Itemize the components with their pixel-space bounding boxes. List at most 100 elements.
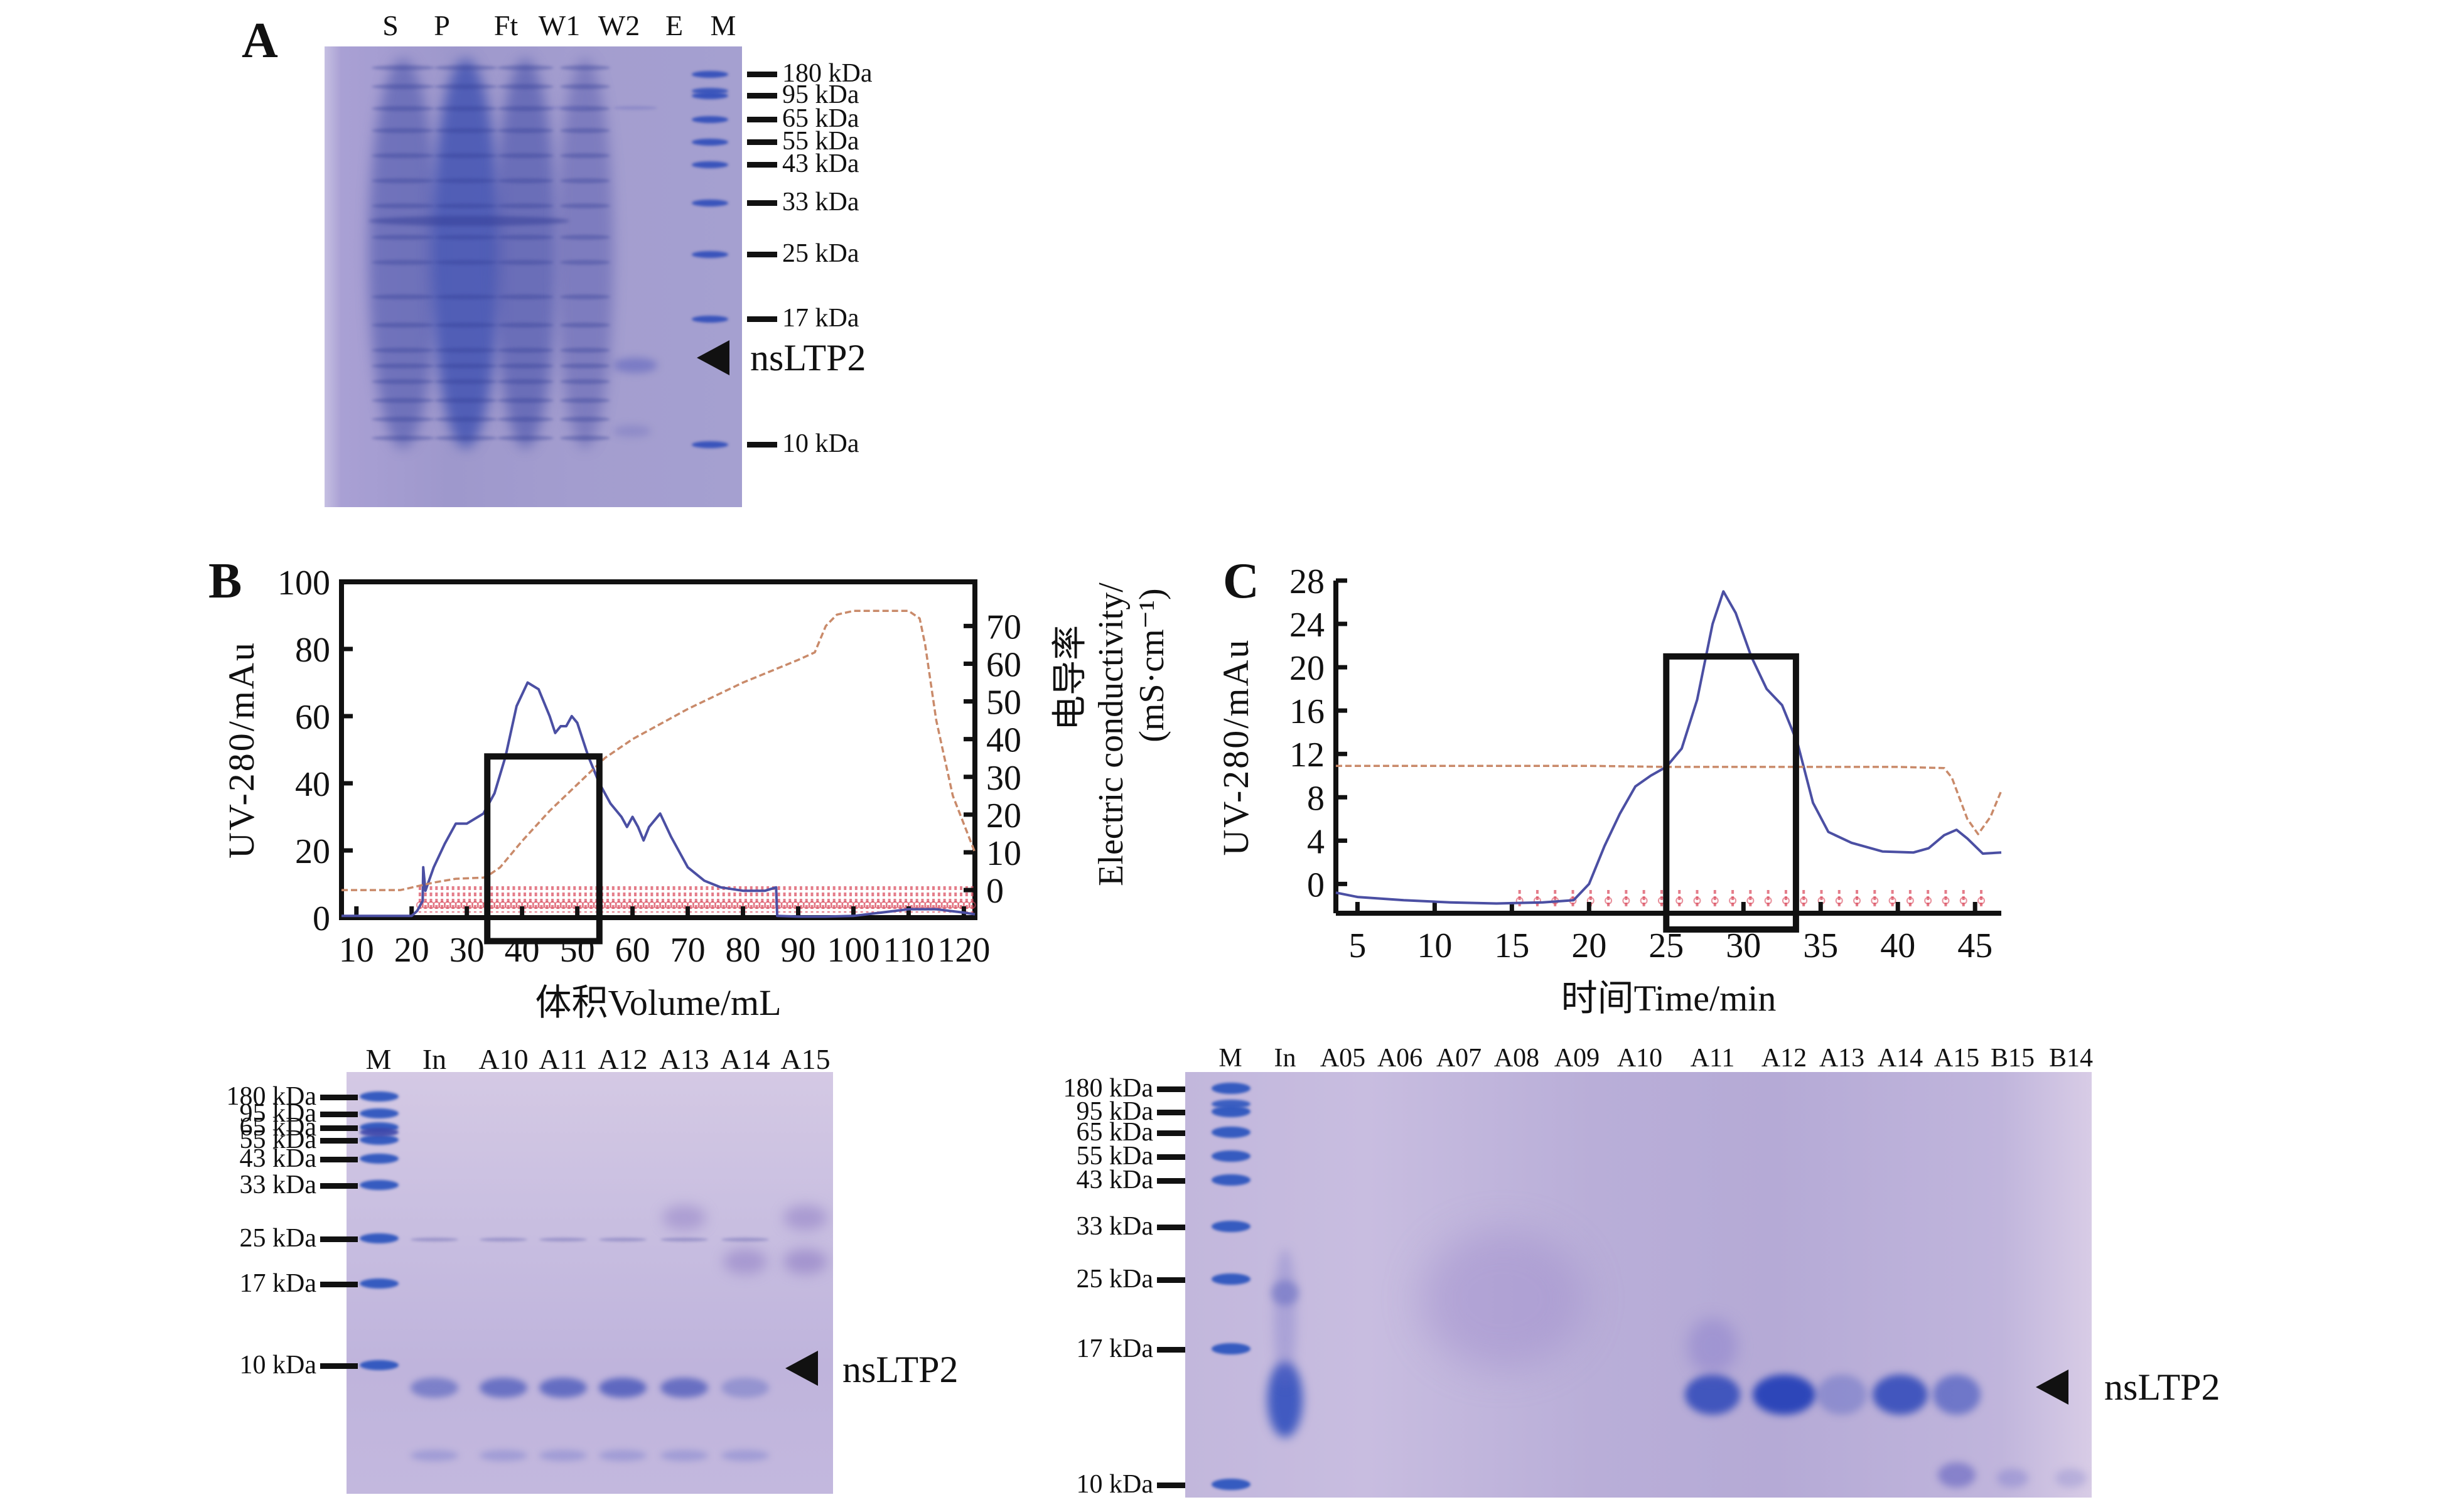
lane-label: A15 — [780, 1043, 831, 1075]
fraction-mark-dot — [653, 901, 662, 909]
y-axis-label: UV-280/mAu — [1215, 638, 1256, 856]
lane-label: A11 — [1690, 1044, 1735, 1073]
lane-label: A08 — [1493, 1044, 1540, 1073]
protein-band — [372, 417, 434, 422]
y2-tick-label: 10 — [986, 834, 1021, 873]
protein-band — [560, 348, 610, 353]
fraction-mark-dot — [792, 901, 800, 909]
fraction-mark-dot — [962, 901, 971, 909]
y2-tick-label: 30 — [986, 759, 1021, 798]
marker-tick — [1157, 1154, 1185, 1160]
fraction-mark-dot — [449, 901, 457, 909]
protein-band — [497, 363, 554, 368]
protein-band — [560, 84, 610, 89]
marker-label: 180 kDa — [782, 59, 873, 88]
nsltp2-band — [1873, 1375, 1928, 1415]
marker-tick — [747, 72, 777, 77]
x-axis-label: 体积Volume/mL — [535, 982, 781, 1023]
fraction-mark-dot — [896, 901, 905, 909]
protein-band — [434, 65, 497, 70]
nsltp2-band — [660, 1378, 708, 1398]
fraction-mark-dot — [869, 901, 877, 909]
protein-band — [1687, 1318, 1738, 1375]
marker-tick — [747, 117, 777, 122]
x-tick-label: 30 — [1726, 926, 1761, 965]
marker-label: 10 kDa — [1076, 1470, 1153, 1499]
fraction-mark-dot — [642, 901, 650, 909]
marker-band — [1212, 1150, 1250, 1162]
protein-band — [434, 294, 497, 299]
protein-band — [560, 65, 610, 70]
protein-band — [497, 348, 554, 353]
fraction-mark-dot — [1942, 897, 1950, 904]
protein-band — [560, 153, 610, 158]
protein-band — [497, 65, 554, 70]
plot-frame — [339, 579, 977, 920]
protein-band — [434, 260, 497, 265]
fraction-mark-dot — [1693, 897, 1701, 904]
x-tick-label: 25 — [1648, 926, 1684, 965]
fraction-mark-dot — [703, 901, 711, 909]
fraction-mark-dot — [808, 901, 816, 909]
protein-band — [560, 203, 610, 208]
fraction-mark-dot — [858, 901, 866, 909]
fraction-mark-dot — [498, 901, 507, 909]
fraction-mark-dot — [830, 901, 838, 909]
fraction-mark-dot — [659, 901, 667, 909]
fraction-mark-dot — [581, 901, 589, 909]
y-tick-label: 4 — [1307, 822, 1325, 861]
fraction-mark-dot — [1924, 897, 1932, 904]
protein-band — [560, 128, 610, 133]
y-tick-label: 24 — [1289, 606, 1325, 645]
marker-band — [1212, 1127, 1250, 1138]
nsltp2-band — [1685, 1375, 1740, 1415]
lane-label: A12 — [1761, 1044, 1807, 1073]
marker-tick — [1157, 1225, 1185, 1230]
lane-label: S — [382, 9, 399, 41]
protein-band — [434, 348, 497, 353]
marker-label: 25 kDa — [782, 239, 859, 268]
marker-band — [1212, 1100, 1250, 1108]
protein-band — [1271, 1280, 1299, 1306]
fraction-mark-dot — [1977, 897, 1986, 904]
protein-band — [434, 106, 497, 111]
protein-band — [434, 153, 497, 158]
fraction-mark-dot — [670, 901, 678, 909]
marker-band — [692, 139, 728, 146]
x-tick-label: 5 — [1348, 926, 1366, 965]
marker-band — [692, 200, 728, 206]
marker-band — [360, 1091, 399, 1102]
chart-frame — [339, 579, 977, 920]
lane-label: A14 — [1877, 1044, 1923, 1073]
marker-band — [360, 1108, 399, 1118]
protein-band — [434, 379, 497, 384]
fraction-mark-dot — [1835, 897, 1843, 904]
y2-tick-label: 40 — [986, 721, 1021, 760]
fraction-mark-dot — [709, 901, 717, 909]
marker-tick — [1157, 1110, 1185, 1115]
nsltp2-band — [539, 1378, 587, 1398]
protein-band — [434, 203, 497, 208]
lane-label: A10 — [478, 1043, 529, 1075]
fraction-mark-dot — [576, 901, 584, 909]
fraction-markers — [1515, 890, 1986, 908]
marker-band — [1212, 1221, 1250, 1232]
fraction-mark-dot — [460, 901, 468, 909]
marker-tick — [1157, 1277, 1185, 1283]
lane-label: A13 — [1819, 1044, 1865, 1073]
protein-band — [2055, 1469, 2087, 1488]
marker-tick — [320, 1095, 358, 1100]
fraction-mark-dot — [1711, 897, 1719, 904]
gel-a — [325, 46, 742, 507]
nsltp2-band — [411, 1378, 458, 1398]
fraction-mark-dot — [836, 901, 844, 909]
protein-band — [560, 379, 610, 384]
marker-tick — [1157, 1086, 1185, 1092]
lane-label: A07 — [1436, 1044, 1482, 1073]
fraction-mark-dot — [454, 901, 463, 909]
fraction-mark-dot — [587, 901, 595, 909]
y-tick-label: 20 — [295, 832, 330, 871]
x-tick-label: 90 — [781, 931, 816, 970]
marker-label: 10 kDa — [782, 429, 859, 458]
lane-label: In — [1274, 1044, 1296, 1073]
